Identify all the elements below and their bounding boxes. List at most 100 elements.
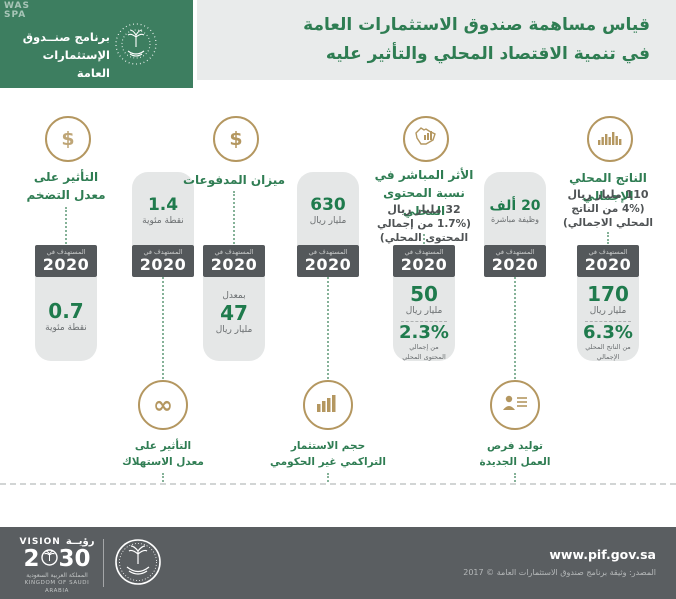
jobs-connector — [514, 277, 516, 379]
inflation-title-line1: التأثير على — [33, 170, 99, 184]
consumption-label-line1: التأثير على — [134, 440, 192, 452]
bottom-separator-line — [0, 483, 676, 485]
inflation-icon-circle: $ — [45, 116, 91, 162]
jobs-icon-circle — [490, 380, 540, 430]
consumption-current-value: 1.4 — [147, 195, 179, 215]
source-credit: المصدر: وثيقة برنامج صندوق الاستثمارات ا… — [463, 568, 656, 577]
spa-watermark: WAS SPA — [4, 1, 30, 21]
local-content-title-line2: نسبة المحتوى المحلي — [383, 186, 465, 218]
page-title: قياس مساهمة صندوق الاستثمارات العامة في … — [303, 11, 650, 69]
local-content-target-pct-note: من إجمالي المحتوى المحلي — [402, 343, 446, 362]
vision-country-ar: المملكة العربية السعودية — [26, 572, 88, 580]
target-badge-label: المستهدف في — [214, 248, 254, 256]
investment-connector — [327, 277, 329, 379]
target-badge-label: المستهدف في — [495, 248, 535, 256]
gdp-connector — [607, 232, 609, 244]
consumption-stub — [162, 473, 164, 482]
target-badge-label: المستهدف في — [143, 248, 183, 256]
investment-current-box: 630 مليار ريال — [297, 172, 359, 245]
consumption-current-box: 1.4 نقطة مئوية — [132, 172, 194, 245]
pif-logo-text: برنامج صنــدوق الإستثمارات العامة — [18, 29, 110, 82]
map-chart-icon — [413, 125, 439, 153]
consumption-icon-circle: ∞ — [138, 380, 188, 430]
bar-chart-icon — [316, 394, 340, 416]
infinity-icon: ∞ — [153, 391, 173, 419]
jobs-target-badge: المستهدف في 2020 — [484, 245, 546, 277]
local-content-target-box: 50 مليار ريال 2.3% من إجمالي المحتوى الم… — [393, 277, 455, 361]
gdp-target-box: 170 مليار ريال 6.3% من الناتج المحلي الإ… — [577, 277, 639, 361]
pif-emblem-icon — [113, 21, 159, 71]
pif-logo-line1: برنامج صنــدوق — [22, 30, 110, 44]
vision-en: VISION — [19, 537, 61, 547]
jobs-current-box: 20 ألف وظيفة مباشرة — [484, 172, 546, 245]
investment-label-line2: التراكمي غير الحكومي — [270, 456, 386, 469]
payments-connector — [233, 191, 235, 244]
local-content-target-value: 50 — [410, 282, 438, 306]
investment-label: حجم الاستثمار التراكمي غير الحكومي — [263, 438, 393, 471]
local-content-connector — [423, 234, 425, 244]
gdp-icon-circle — [587, 116, 633, 162]
divider — [585, 320, 631, 322]
local-content-title-line1: الأثر المباشر في — [374, 168, 474, 182]
footer-divider — [103, 539, 104, 587]
target-badge-year: 2020 — [491, 255, 539, 275]
vision-year: 2 30 — [16, 547, 98, 571]
palm-icon — [40, 547, 58, 571]
vision-country-en: KINGDOM OF SAUDI ARABIA — [24, 580, 90, 594]
jobs-label-line2: العمل الجديدة — [479, 456, 551, 469]
pif-logo-box: WAS SPA برنامج صنــدوق الإستثمارات العام… — [0, 0, 193, 88]
jobs-stub — [514, 473, 516, 482]
gdp-target-badge: المستهدف في 2020 — [577, 245, 639, 277]
gdp-target-value: 170 — [587, 282, 629, 306]
inflation-title-line2: معدل التضخم — [26, 188, 106, 202]
target-badge-year: 2020 — [210, 255, 258, 275]
inflation-target-box: 0.7 نقطة مئوية — [35, 277, 97, 361]
investment-current-unit: مليار ريال — [309, 215, 347, 226]
divider — [401, 320, 447, 322]
investment-stub — [327, 473, 329, 482]
jobs-label-line1: توليد فرص — [486, 440, 543, 452]
vision-2030-logo: VISION رؤيــة 2 30 المملكة العربية السعو… — [16, 536, 98, 596]
payments-icon-circle: $ — [213, 116, 259, 162]
investment-current-value: 630 — [310, 195, 346, 215]
gdp-target-unit: مليار ريال — [589, 306, 627, 316]
consumption-connector — [162, 277, 164, 379]
payments-target-value: 47 — [220, 300, 248, 325]
vision-year-suffix: 30 — [58, 546, 91, 572]
gdp-target-pct-note: من الناتج المحلي الإجمالي — [585, 343, 631, 362]
investment-target-badge: المستهدف في 2020 — [297, 245, 359, 277]
vision-ar: رؤيــة — [65, 536, 95, 547]
target-badge-year: 2020 — [304, 255, 352, 275]
consumption-target-badge: المستهدف في 2020 — [132, 245, 194, 277]
gdp-current-note: (4% من الناتج المحلي الاجمالي) — [562, 203, 654, 230]
target-badge-label: المستهدف في — [404, 248, 444, 256]
target-badge-year: 2020 — [42, 255, 90, 275]
inflation-target-value: 0.7 — [48, 299, 84, 323]
inflation-target-unit: نقطة مئوية — [45, 323, 87, 333]
target-badge-label: المستهدف في — [308, 248, 348, 256]
footer-bar: VISION رؤيــة 2 30 المملكة العربية السعو… — [0, 527, 676, 599]
payments-target-unit: مليار ريال — [215, 324, 253, 335]
pif-logo-line2: الإستثمارات العامة — [42, 47, 110, 80]
target-badge-year: 2020 — [139, 255, 187, 275]
inflation-target-badge: المستهدف في 2020 — [35, 245, 97, 277]
target-badge-year: 2020 — [584, 255, 632, 275]
investment-label-line1: حجم الاستثمار — [290, 440, 366, 452]
vision-year-prefix: 2 — [23, 546, 40, 572]
payments-target-badge: المستهدف في 2020 — [203, 245, 265, 277]
local-content-icon-circle — [403, 116, 449, 162]
investment-icon-circle — [303, 380, 353, 430]
jobs-current-unit: وظيفة مباشرة — [491, 214, 539, 224]
dollar-icon: $ — [229, 128, 243, 150]
consumption-label: التأثير على معدل الاستهلاك — [98, 438, 228, 471]
bar-chart-icon — [598, 130, 622, 149]
local-content-target-unit: مليار ريال — [405, 306, 443, 316]
inflation-connector — [65, 207, 67, 244]
target-badge-label: المستهدف في — [46, 248, 86, 256]
local-content-target-badge: المستهدف في 2020 — [393, 245, 455, 277]
spa-watermark-line2: SPA — [4, 10, 27, 21]
jobs-label: توليد فرص العمل الجديدة — [450, 438, 580, 471]
inflation-title: التأثير على معدل التضخم — [11, 168, 121, 204]
consumption-label-line2: معدل الاستهلاك — [122, 456, 204, 469]
consumption-current-unit: نقطة مئوية — [142, 215, 184, 226]
